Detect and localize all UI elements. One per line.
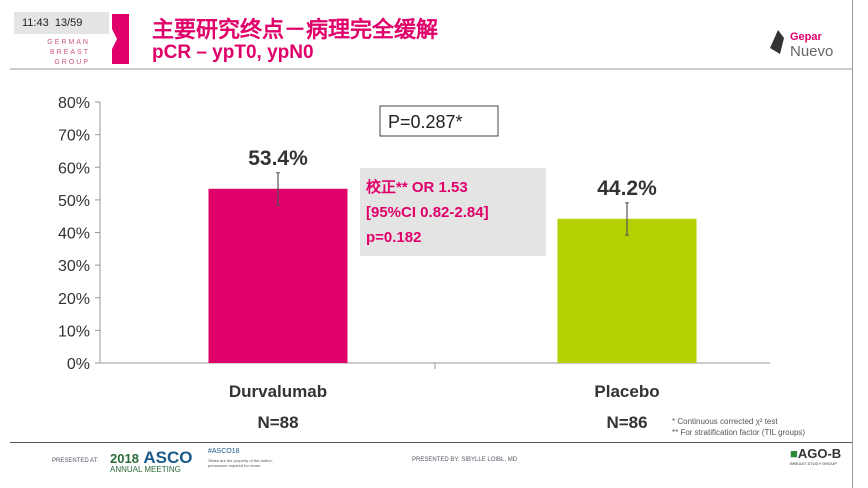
brand-mark [112,14,129,64]
y-tick-label: 40% [58,226,90,243]
y-tick-label: 20% [58,291,90,308]
svg-text:Gepar: Gepar [790,31,823,43]
adjusted-or: 校正** OR 1.53 [366,178,468,196]
footer-divider [10,442,852,443]
hashtag: #ASCO18 [208,448,240,455]
slide-title: 主要研究终点－病理完全缓解 [152,17,439,42]
asco-logo: 2018 ASCO ANNUAL MEETING [110,448,193,474]
x-category-label: Durvalumab [229,382,327,401]
x-category-label: Placebo [594,382,659,401]
slide-number: 13/59 [54,17,83,29]
y-tick-label: 70% [58,128,90,145]
p-value-box [379,105,499,137]
y-tick-label: 50% [58,193,90,210]
svg-text:Nuevo: Nuevo [790,43,833,60]
bar-durvalumab [208,188,348,363]
header-divider [10,68,852,70]
y-tick-label: 0% [67,356,90,373]
adjusted-p: p=0.182 [366,229,421,246]
n-label: N=86 [606,413,647,432]
bar-placebo [557,218,697,363]
disclaimer: Slides are the property of the author, p… [208,458,273,468]
y-tick-label: 80% [58,95,90,112]
adjusted-ci: [95%CI 0.82-2.84] [366,204,489,221]
y-tick-label: 30% [58,258,90,275]
gepar-nuevo-logo: Gepar Nuevo [770,30,833,60]
presenter: PRESENTED BY: SIBYLLE LOIBL, MD [412,457,518,463]
slide-edge [852,0,853,488]
footnotes: * Continuous corrected χ² test ** For str… [672,417,806,437]
ago-logo: ■AGO-B BREAST STUDY GROUP [790,446,842,466]
value-label: 44.2% [597,177,657,200]
time: 11:43 [22,17,49,29]
slide-subtitle: pCR – ypT0, ypN0 [152,42,314,63]
y-tick-label: 60% [58,160,90,177]
gbg-logo: GERMAN BREAST GROUP [47,39,90,66]
value-label: 53.4% [248,147,308,170]
y-tick-label: 10% [58,323,90,340]
adjusted-box [360,168,546,256]
slide-counter: 11:43 13/59 [14,12,109,34]
n-label: N=88 [257,413,298,432]
presented-at: PRESENTED AT: [52,458,99,464]
p-value: P=0.287* [388,112,463,132]
